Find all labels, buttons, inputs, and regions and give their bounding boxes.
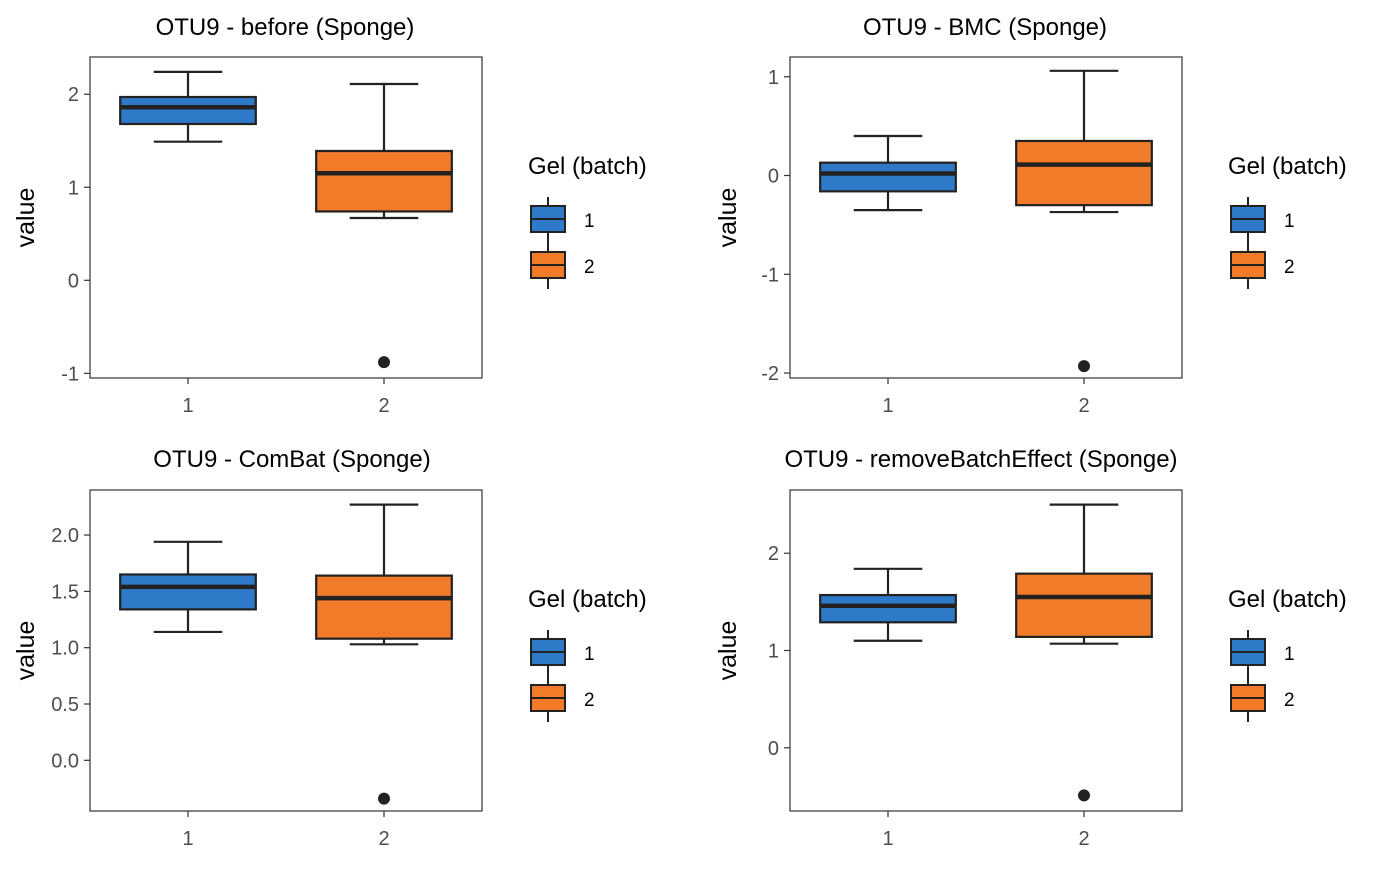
y-axis-title: value [714,621,742,681]
legend-key-2: 2 [1230,676,1295,722]
box-group-2 [315,82,453,369]
legend-key-1: 1 [1230,630,1295,676]
panel-4: OTU9 - removeBatchEffect (Sponge) value 0 1… [714,446,1347,850]
x-tick-label: 2 [1078,828,1089,850]
y-tick-label: 0 [768,166,779,188]
box [315,149,453,213]
box [819,161,957,193]
y-tick-label: 0 [68,270,79,292]
legend-label: 2 [584,690,595,711]
box-group-2 [1015,69,1153,373]
legend-title: Gel (batch) [1228,586,1347,613]
y-axis-title: value [12,621,40,681]
panel-title: OTU9 - before (Sponge) [156,14,415,41]
legend-key-1: 1 [1230,197,1295,243]
legend-key-1: 1 [530,197,595,243]
legend-label: 1 [584,644,595,665]
y-tick-label: 2 [768,543,779,565]
legend-key-1: 1 [530,630,595,676]
legend: Gel (batch) 1 2 [528,586,647,722]
x-tick-label: 1 [182,395,193,417]
box [1015,572,1153,638]
x-tick-label: 2 [378,395,389,417]
box [819,593,957,624]
panel-border [789,56,1183,379]
legend-key-2: 2 [1230,243,1295,289]
legend-label: 1 [1284,644,1295,665]
legend-title: Gel (batch) [528,586,647,613]
legend: Gel (batch) 1 2 [528,153,647,289]
legend-label: 1 [1284,211,1295,232]
box-group-1 [819,567,957,642]
box [315,574,453,640]
box-group-2 [315,503,453,805]
panel-border [89,489,483,812]
y-tick-label: -2 [761,363,779,385]
box [119,95,257,126]
legend-key-2: 2 [530,243,595,289]
box-group-2 [1015,503,1153,802]
panel-border [89,56,483,379]
y-tick-label: 1.5 [51,581,79,603]
legend-label: 2 [1284,690,1295,711]
legend: Gel (batch) 1 2 [1228,153,1347,289]
panel-title: OTU9 - BMC (Sponge) [863,14,1107,41]
legend: Gel (batch) 1 2 [1228,586,1347,722]
y-tick-label: 1.0 [51,638,79,660]
outlier-point [378,356,390,369]
y-tick-label: 1 [768,67,779,89]
x-tick-label: 1 [182,828,193,850]
y-tick-label: 2.0 [51,525,79,547]
panel-border [789,489,1183,812]
y-axis-title: value [12,188,40,248]
x-tick-label: 1 [882,395,893,417]
y-tick-label: -1 [761,264,779,286]
panel-title: OTU9 - ComBat (Sponge) [153,446,430,473]
legend-label: 2 [584,257,595,278]
y-tick-label: 0 [768,738,779,760]
outlier-point [1078,360,1090,373]
y-tick-label: 0.0 [51,750,79,772]
legend-label: 2 [1284,257,1295,278]
box-group-1 [819,134,957,212]
panel-title: OTU9 - removeBatchEffect (Sponge) [784,446,1177,473]
x-tick-label: 1 [882,828,893,850]
legend-title: Gel (batch) [528,153,647,180]
y-tick-label: 1 [768,641,779,663]
legend-key-2: 2 [530,676,595,722]
x-tick-label: 2 [1078,395,1089,417]
y-axis-title: value [714,188,742,248]
y-tick-label: -1 [61,363,79,385]
legend-label: 1 [584,211,595,232]
y-tick-label: 1 [68,177,79,199]
box [1015,139,1153,207]
box-group-1 [119,540,257,634]
panel-3: OTU9 - ComBat (Sponge) value 0.0 0.5 1.0 1.5 2… [12,446,647,850]
legend-title: Gel (batch) [1228,153,1347,180]
outlier-point [378,792,390,805]
x-tick-label: 2 [378,828,389,850]
box-group-1 [119,70,257,143]
y-tick-label: 0.5 [51,694,79,716]
outlier-point [1078,789,1090,802]
y-tick-label: 2 [68,84,79,106]
box [119,573,257,611]
